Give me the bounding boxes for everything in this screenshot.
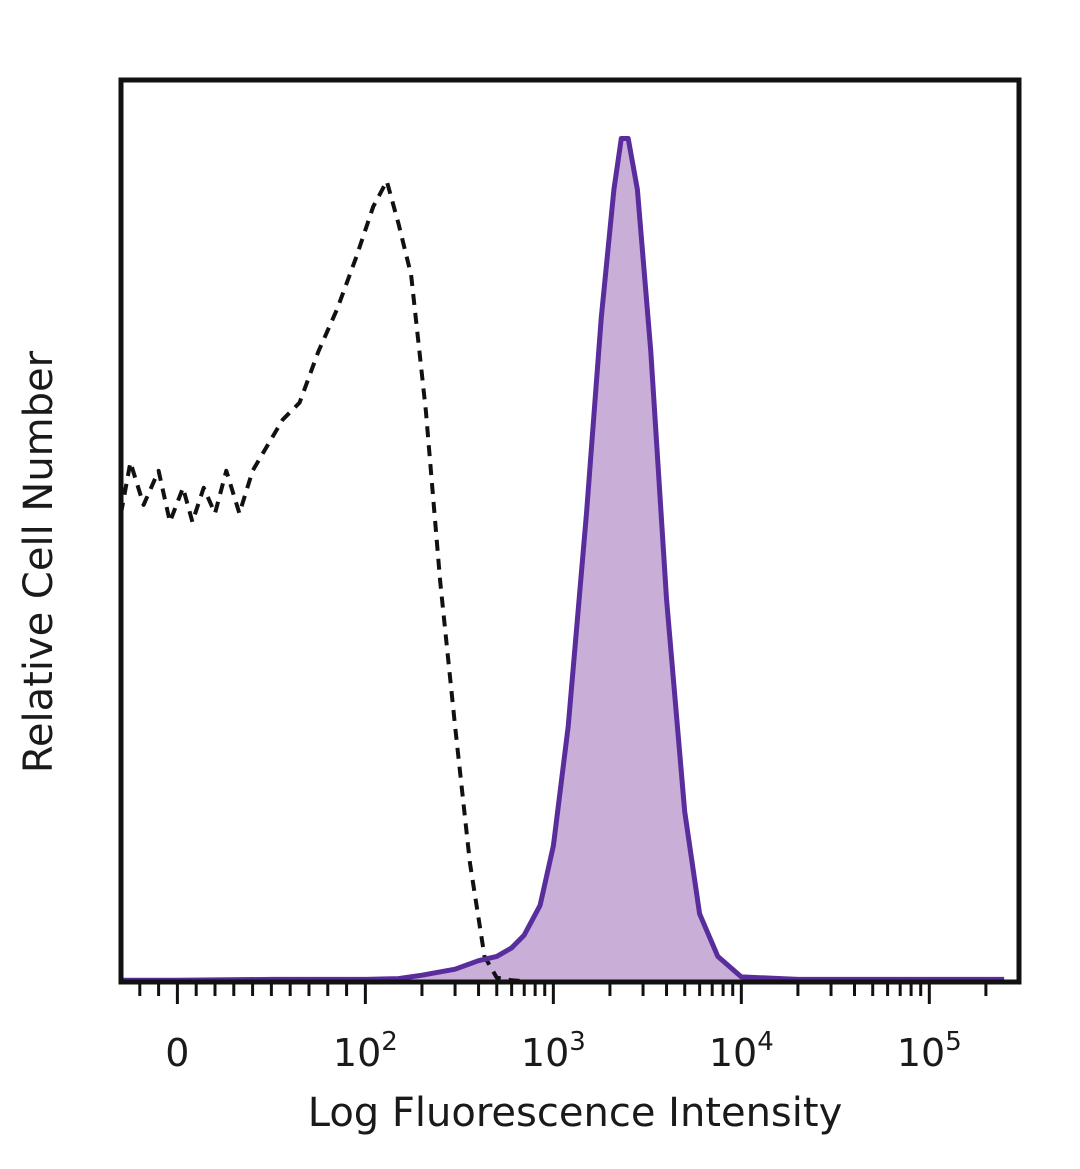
x-tick-label-4: 105 <box>897 1027 962 1075</box>
x-axis-ticks <box>138 982 988 1004</box>
plot-frame <box>118 77 1022 985</box>
series-1-line <box>121 136 1005 983</box>
x-axis-title: Log Fluorescence Intensity <box>308 1090 843 1136</box>
y-axis-title: Relative Cell Number <box>16 350 62 773</box>
x-axis-tick-labels: 0 102 103 104 105 <box>165 1027 961 1075</box>
series-1-fill <box>121 138 1005 982</box>
plot-area <box>119 136 1005 984</box>
x-tick-label-3: 104 <box>709 1027 774 1075</box>
x-tick-label-0: 0 <box>165 1031 189 1075</box>
x-tick-label-2: 103 <box>521 1027 586 1075</box>
series-0-line <box>119 179 536 984</box>
x-tick-label-1: 102 <box>333 1027 398 1075</box>
